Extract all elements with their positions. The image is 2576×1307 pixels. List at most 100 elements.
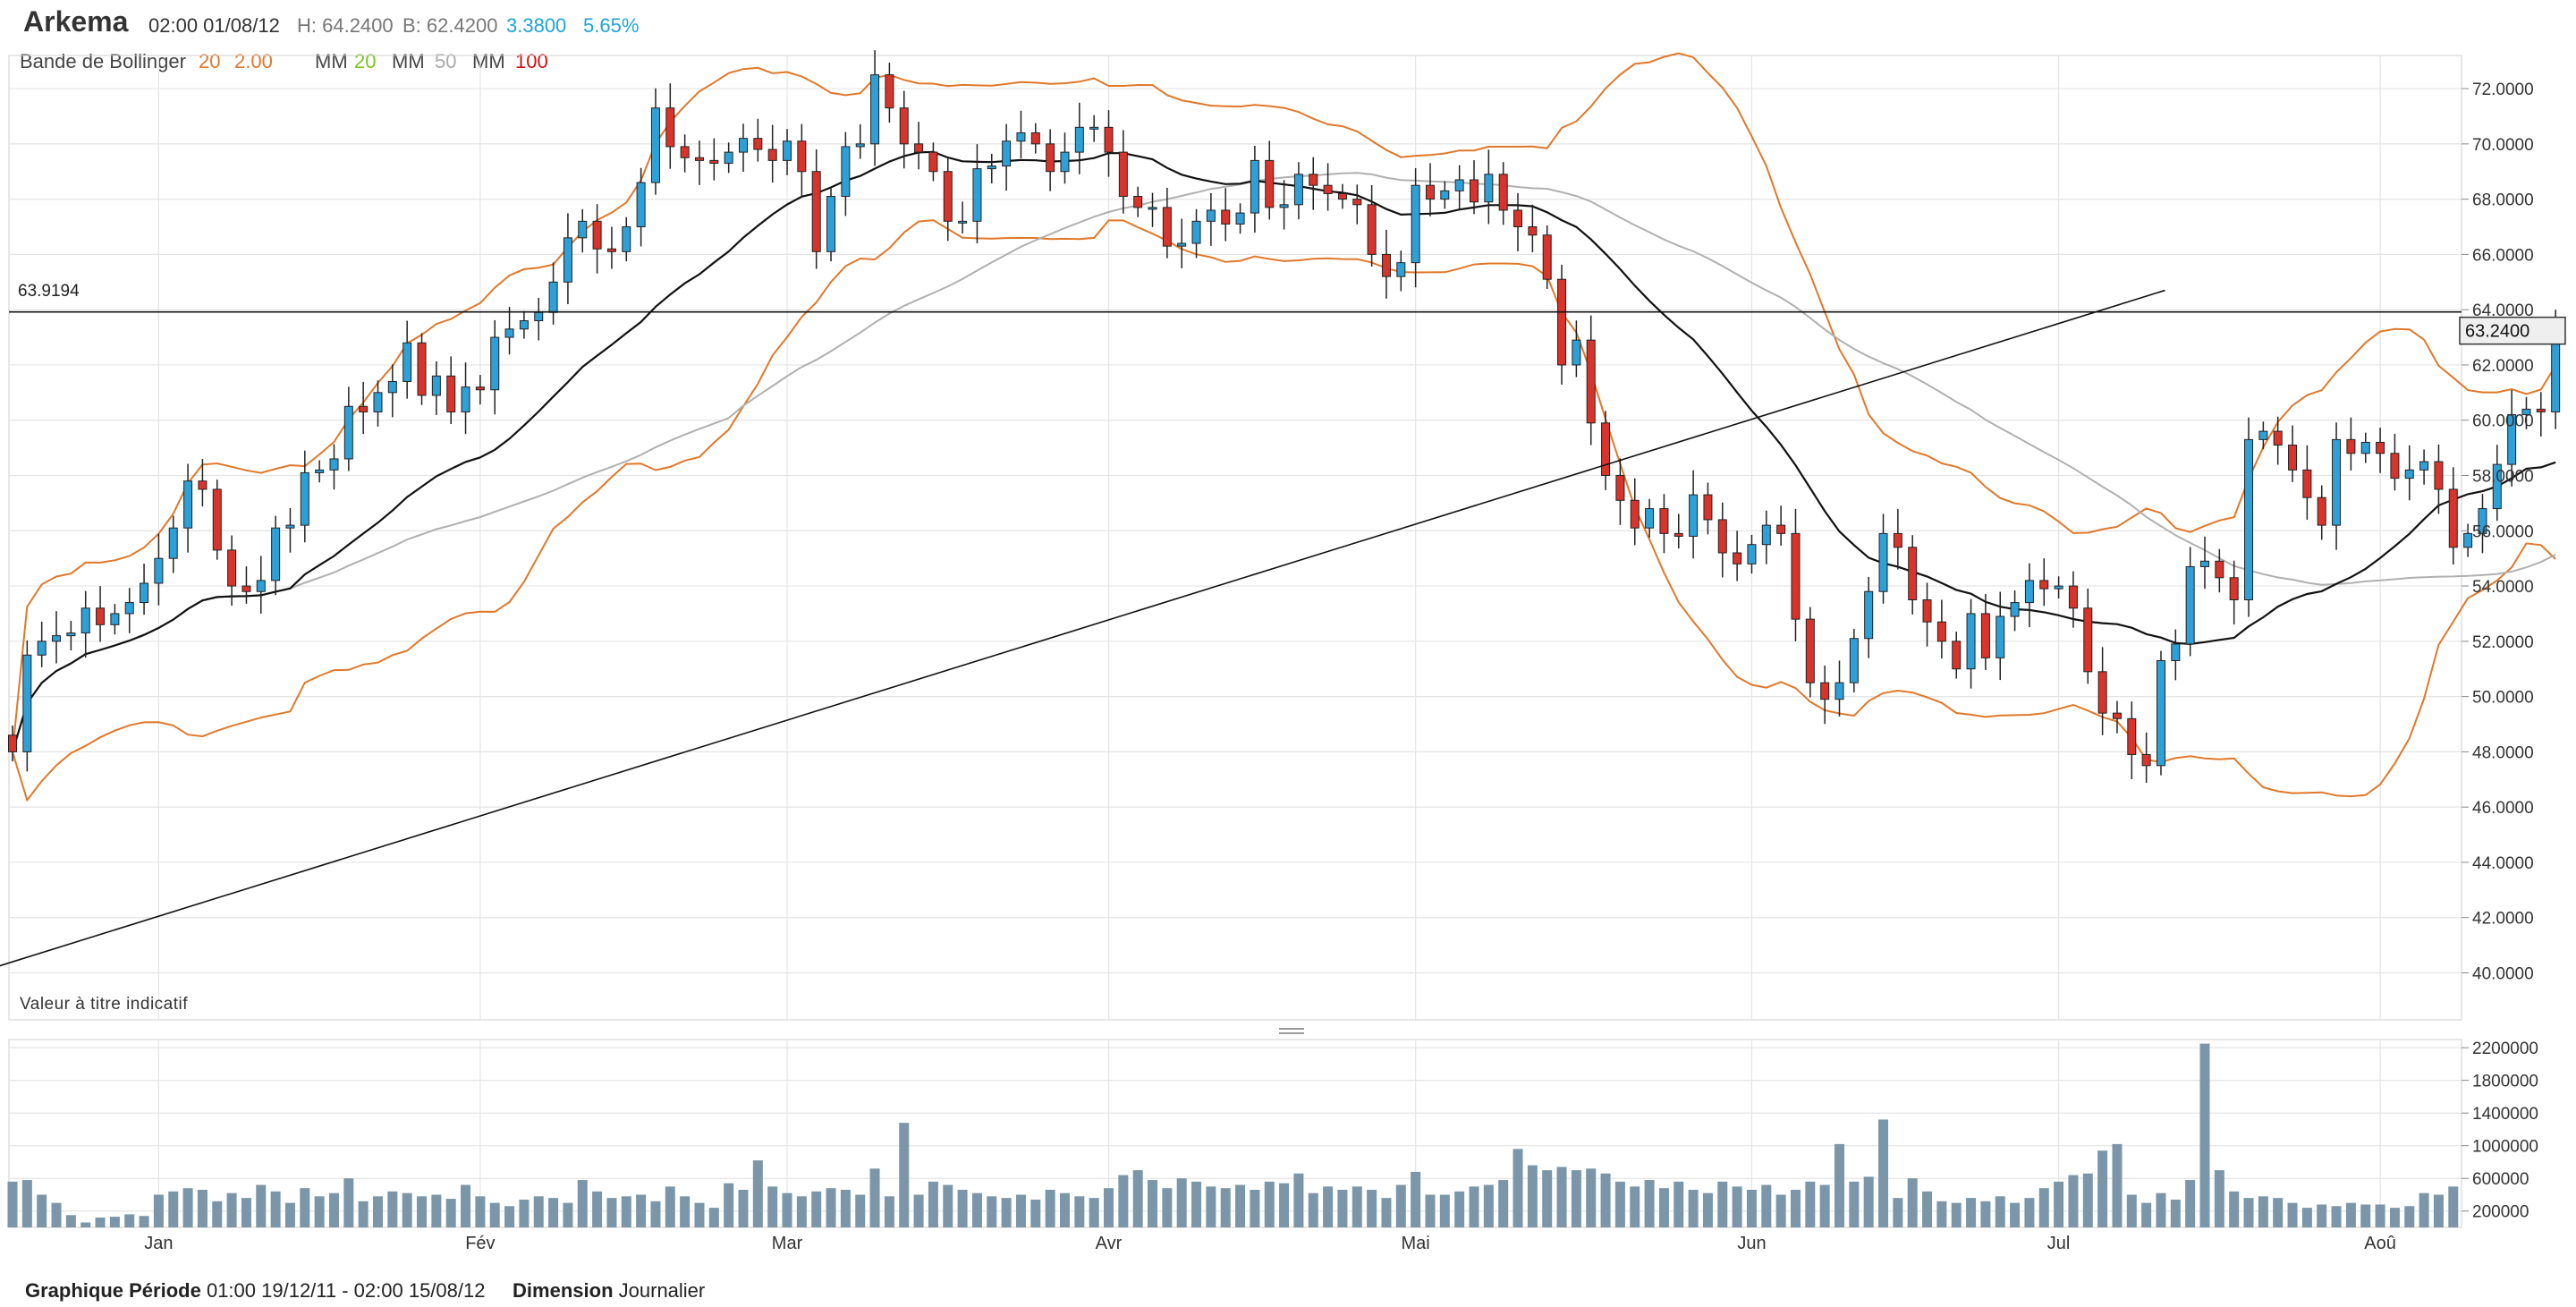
candle-body	[899, 107, 909, 145]
volume-bar	[1001, 1198, 1012, 1227]
candle-body	[461, 386, 470, 412]
candle-body	[8, 734, 17, 752]
candle-body	[1030, 132, 1040, 145]
candle	[1250, 146, 1259, 233]
dimension-value: Journalier	[618, 1279, 706, 1302]
volume-bar	[1746, 1190, 1757, 1227]
month-tick-label: Avr	[1096, 1234, 1123, 1253]
candle	[256, 556, 266, 614]
bollinger-deviation: 2.00	[234, 50, 273, 72]
candle	[329, 444, 339, 490]
candle	[1279, 180, 1289, 230]
candle	[2288, 425, 2298, 482]
candle-body	[870, 74, 880, 145]
candle-body	[1747, 544, 1757, 564]
volume-bar	[1220, 1188, 1231, 1227]
candle-body	[2492, 463, 2502, 510]
candle	[694, 140, 704, 185]
candle	[1747, 534, 1757, 574]
candle	[1805, 607, 1815, 698]
candle	[2507, 390, 2517, 487]
candle-body	[2376, 441, 2385, 454]
candle-body	[1323, 184, 1333, 194]
candle	[2390, 433, 2400, 491]
candle-body	[2521, 408, 2531, 416]
month-tick-label: Jun	[1737, 1234, 1766, 1253]
candle	[650, 88, 660, 195]
volume-bar	[1089, 1198, 1099, 1227]
candle-body	[563, 237, 572, 283]
volume-bar	[2345, 1202, 2356, 1227]
volume-bar	[1367, 1190, 1377, 1227]
candle	[2039, 558, 2049, 607]
candle	[1498, 162, 1508, 225]
candle-body	[1381, 253, 1391, 277]
candle	[914, 122, 924, 170]
candle-body	[1425, 184, 1435, 200]
candle-body	[2448, 488, 2458, 548]
candle-body	[387, 380, 397, 394]
volume-bar	[461, 1184, 471, 1227]
candle-body	[2200, 560, 2209, 567]
volume-bar	[241, 1198, 251, 1227]
candle-body	[1630, 499, 1640, 529]
candle-body	[606, 248, 616, 252]
candle-body	[1148, 207, 1157, 210]
candle-body	[2156, 659, 2165, 767]
volume-bar	[563, 1202, 573, 1227]
candle	[417, 333, 427, 405]
volume-bar	[811, 1191, 822, 1227]
candle	[2229, 560, 2239, 624]
volume-bar	[1498, 1180, 1509, 1227]
volume-tick-label: 1800000	[2472, 1073, 2538, 1091]
candle	[1689, 470, 1699, 559]
candle-body	[811, 171, 821, 252]
candle	[1952, 632, 1962, 679]
volume-bar	[489, 1202, 500, 1227]
candle-body	[2317, 496, 2326, 526]
candle	[606, 226, 616, 269]
candle-body	[2039, 580, 2049, 590]
candle	[928, 142, 938, 182]
candle	[1791, 508, 1801, 641]
candle	[1922, 582, 1932, 647]
candle	[2127, 701, 2137, 779]
volume-bar	[1995, 1196, 2005, 1227]
volume-bar	[300, 1188, 310, 1227]
candle	[1542, 225, 1552, 290]
volume-bar	[1966, 1198, 1977, 1227]
candle-body	[2229, 577, 2239, 600]
volume-tick-label: 2200000	[2472, 1040, 2538, 1058]
volume-bar	[2097, 1150, 2108, 1227]
pane-resize-handle[interactable]	[1279, 1027, 1304, 1036]
candle	[2478, 494, 2487, 554]
volume-bar	[1337, 1190, 1348, 1227]
candle	[446, 356, 456, 425]
volume-bar	[1717, 1181, 1728, 1227]
volume-bar	[1439, 1194, 1450, 1227]
candle-body	[2215, 560, 2224, 579]
volume-bar	[2389, 1208, 2400, 1227]
volume-bar	[1907, 1178, 1918, 1227]
candle	[227, 535, 237, 606]
volume-bar	[1835, 1143, 1844, 1227]
last-price-tag: 63.2400	[2459, 316, 2566, 345]
candle	[475, 375, 485, 405]
volume-bar	[182, 1188, 193, 1227]
candle-body	[680, 146, 690, 158]
volume-bar	[987, 1196, 997, 1227]
volume-bar	[1527, 1165, 1538, 1227]
candle	[2156, 650, 2165, 776]
volume-bar	[1162, 1188, 1173, 1227]
candle	[665, 83, 675, 169]
volume-bar	[1279, 1183, 1290, 1227]
candle	[1411, 168, 1420, 288]
candle	[1060, 132, 1070, 184]
volume-bar	[650, 1201, 661, 1227]
volume-bar	[1819, 1184, 1830, 1227]
candle-body	[1206, 209, 1216, 222]
volume-bar	[445, 1199, 456, 1227]
candle-body	[650, 107, 660, 183]
candle-body	[1878, 532, 1888, 592]
candle	[2083, 588, 2093, 684]
